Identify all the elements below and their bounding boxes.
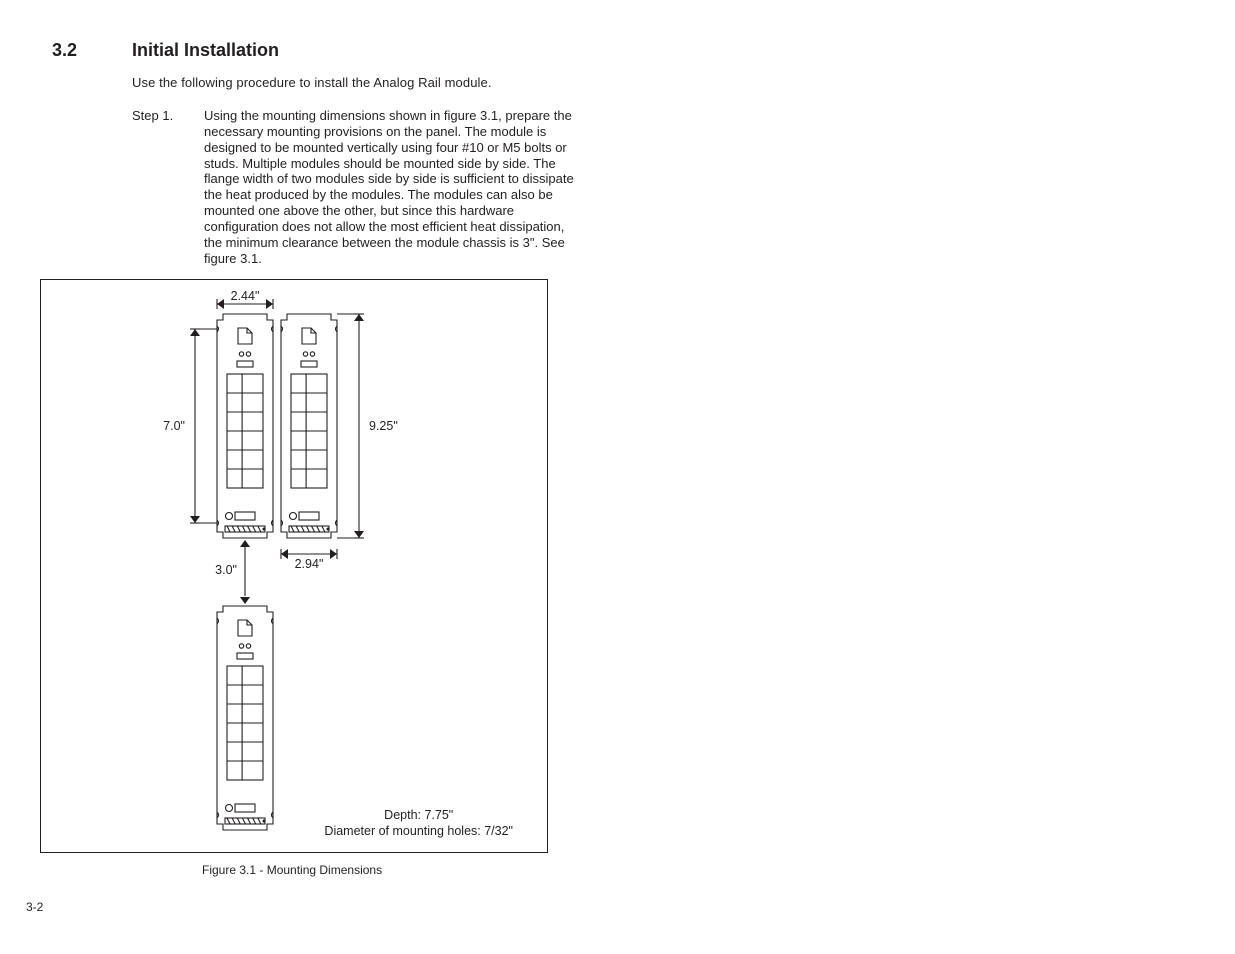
step-body: Using the mounting dimensions shown in f… xyxy=(204,108,574,267)
svg-text:3.0": 3.0" xyxy=(215,563,237,577)
page-number: 3-2 xyxy=(26,900,43,914)
svg-text:2.44": 2.44" xyxy=(231,289,260,303)
svg-text:2.94": 2.94" xyxy=(295,557,324,571)
depth-note: Depth: 7.75" xyxy=(324,808,513,824)
section-title: Initial Installation xyxy=(132,40,279,61)
step-label: Step 1. xyxy=(132,108,204,267)
section-number: 3.2 xyxy=(40,40,132,61)
holes-note: Diameter of mounting holes: 7/32" xyxy=(324,824,513,840)
figure-frame: 2.44" 7.0" 9.25" 2.94" 3.0" Depth: 7.75" Dia… xyxy=(40,279,548,853)
intro-text: Use the following procedure to install t… xyxy=(132,75,1195,90)
mounting-dimensions-figure: 2.44" 7.0" 9.25" 2.94" 3.0" xyxy=(41,280,547,852)
svg-text:7.0": 7.0" xyxy=(163,419,185,433)
figure-notes: Depth: 7.75" Diameter of mounting holes:… xyxy=(324,808,513,839)
svg-text:9.25": 9.25" xyxy=(369,419,398,433)
figure-caption: Figure 3.1 - Mounting Dimensions xyxy=(202,863,1195,877)
